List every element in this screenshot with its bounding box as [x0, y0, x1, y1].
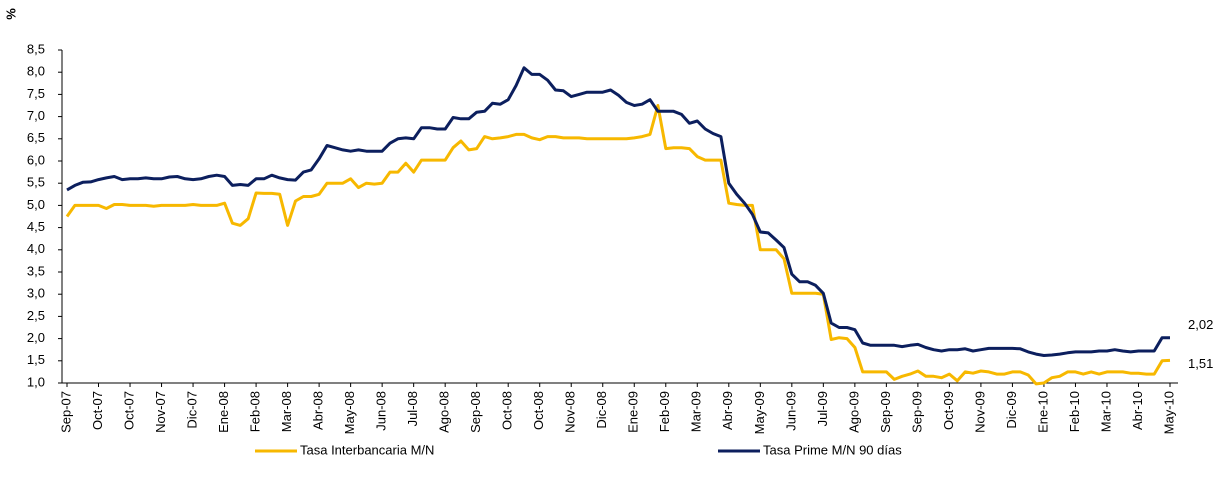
y-tick-label: 2,5 — [27, 308, 45, 323]
x-tick-label: Oct-08 — [531, 391, 546, 430]
x-tick-label: Jun-08 — [374, 391, 389, 431]
x-tick-label: Feb-09 — [657, 391, 672, 432]
x-tick-label: Oct-09 — [941, 391, 956, 430]
legend-label: Tasa Interbancaria M/N — [300, 442, 434, 457]
x-tick-label: Oct-07 — [121, 391, 136, 430]
y-tick-label: 3,5 — [27, 263, 45, 278]
x-tick-label: Ene-08 — [216, 391, 231, 433]
x-tick-label: Nov-07 — [153, 391, 168, 433]
y-tick-label: 5,0 — [27, 197, 45, 212]
y-tick-label: 8,0 — [27, 64, 45, 79]
y-tick-label: 1,0 — [27, 374, 45, 389]
y-tick-label: 5,5 — [27, 175, 45, 190]
x-tick-label: Abr-08 — [311, 391, 326, 430]
y-tick-label: 3,0 — [27, 286, 45, 301]
y-axis-label: % — [3, 8, 18, 20]
y-tick-label: 2,0 — [27, 330, 45, 345]
x-tick-label: Abr-09 — [720, 391, 735, 430]
y-tick-label: 4,0 — [27, 241, 45, 256]
x-tick-label: Oct-07 — [90, 391, 105, 430]
x-tick-label: Ene-10 — [1035, 391, 1050, 433]
value-label: 1,51 — [1188, 356, 1213, 371]
x-tick-label: Mar-09 — [689, 391, 704, 432]
x-tick-label: Nov-08 — [563, 391, 578, 433]
x-tick-label: May-10 — [1161, 391, 1176, 434]
x-tick-label: Jun-09 — [783, 391, 798, 431]
y-tick-label: 1,5 — [27, 352, 45, 367]
x-tick-label: Mar-10 — [1098, 391, 1113, 432]
x-tick-label: May-08 — [342, 391, 357, 434]
x-tick-label: Dic-07 — [184, 391, 199, 429]
x-tick-label: Ago-08 — [437, 391, 452, 433]
x-tick-label: Feb-08 — [248, 391, 263, 432]
y-tick-label: 6,0 — [27, 152, 45, 167]
x-tick-label: Abr-10 — [1130, 391, 1145, 430]
x-tick-label: Dic-08 — [594, 391, 609, 429]
x-tick-label: Jul-09 — [815, 391, 830, 426]
x-tick-label: Sep-09 — [878, 391, 893, 433]
series-line — [66, 66, 1170, 357]
x-tick-label: Nov-09 — [972, 391, 987, 433]
y-tick-label: 7,0 — [27, 108, 45, 123]
y-tick-label: 4,5 — [27, 219, 45, 234]
series-line — [65, 104, 1171, 386]
x-tick-label: Ago-09 — [846, 391, 861, 433]
value-label: 2,02 — [1188, 317, 1213, 332]
x-tick-label: Oct-08 — [500, 391, 515, 430]
x-tick-label: Jul-08 — [405, 391, 420, 426]
y-tick-label: 8,5 — [27, 41, 45, 56]
x-tick-label: Mar-08 — [279, 391, 294, 432]
y-tick-label: 7,5 — [27, 86, 45, 101]
x-tick-label: Sep-09 — [909, 391, 924, 433]
x-tick-label: Sep-07 — [58, 391, 73, 433]
x-tick-label: May-09 — [752, 391, 767, 434]
x-tick-label: Feb-10 — [1067, 391, 1082, 432]
y-tick-label: 6,5 — [27, 130, 45, 145]
x-tick-label: Sep-08 — [468, 391, 483, 433]
x-tick-label: Ene-09 — [626, 391, 641, 433]
legend-label: Tasa Prime M/N 90 días — [763, 442, 902, 457]
x-tick-label: Dic-09 — [1004, 391, 1019, 429]
